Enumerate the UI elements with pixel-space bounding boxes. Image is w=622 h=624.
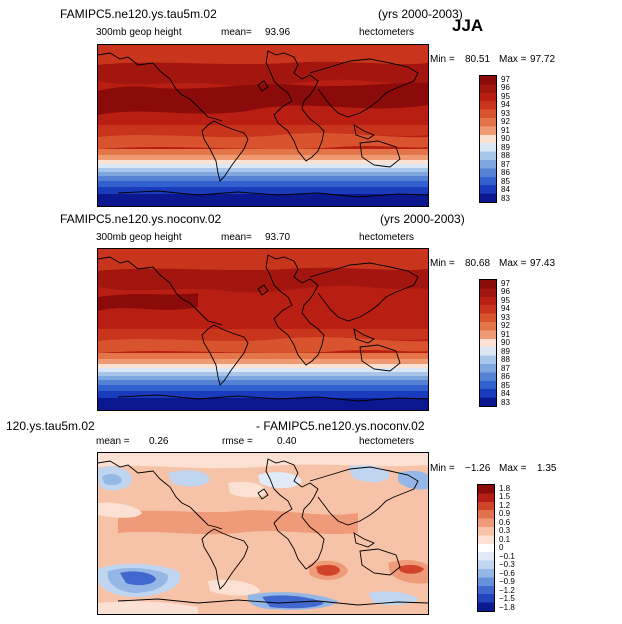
panel2-variable: 300mb geop height [96, 232, 182, 243]
panel1-mean-label: mean= [221, 27, 252, 38]
panel1-colorbar-label: 88 [501, 151, 510, 160]
panel3-colorbar-label: 0 [499, 543, 504, 552]
panel1-colorbar-label: 86 [501, 168, 510, 177]
panel1-colorbar-label: 91 [501, 126, 510, 135]
panel1-colorbar-label: 90 [501, 134, 510, 143]
panel3-colorbar-label: 0.3 [499, 526, 511, 535]
panel3-colorbar-label: −0.3 [499, 560, 515, 569]
panel2-colorbar-label: 97 [501, 279, 510, 288]
panel2-min-label: Min = [430, 258, 455, 269]
panel1-title: FAMIPC5.ne120.ys.tau5m.02 [60, 7, 217, 21]
panel3-colorbar-label: −0.9 [499, 577, 515, 586]
panel2-colorbar-gradient [479, 279, 497, 407]
panel2-colorbar-label: 96 [501, 287, 510, 296]
panel1-max-value: 97.72 [530, 54, 556, 65]
panel2-colorbar-label: 94 [501, 304, 510, 313]
panel3-colorbar-gradient [477, 484, 495, 612]
panel1-min-value: 80.51 [465, 54, 491, 65]
panel3-max-label: Max = [499, 463, 527, 474]
panel3-rmse-value: 0.40 [277, 436, 297, 447]
panel1-max-label: Max = [499, 54, 527, 65]
panel3-mean-label: mean = [96, 436, 130, 447]
panel2-colorbar-label: 90 [501, 338, 510, 347]
panel2-mean-value: 93.70 [265, 232, 291, 243]
panel3-colorbar-label: 1.2 [499, 501, 511, 510]
panel1-colorbar-gradient [479, 75, 497, 203]
panel3-colorbar-label: −1.2 [499, 586, 515, 595]
panel2-colorbar-label: 92 [501, 321, 510, 330]
panel2-title: FAMIPC5.ne120.ys.noconv.02 [60, 212, 222, 226]
panel1-min-label: Min = [430, 54, 455, 65]
panel1-colorbar-label: 89 [501, 143, 510, 152]
panel3-map [97, 452, 429, 615]
panel2-colorbar-label: 95 [501, 296, 510, 305]
season-label: JJA [452, 16, 484, 35]
panel2-colorbar-label: 83 [501, 398, 510, 407]
panel2-colorbar-label: 86 [501, 372, 510, 381]
panel3-colorbar-label: 0.6 [499, 518, 511, 527]
panel2-colorbar-label: 87 [501, 364, 510, 373]
panel1-colorbar-label: 97 [501, 75, 510, 84]
panel2-colorbar-label: 85 [501, 381, 510, 390]
panel2-colorbar-label: 84 [501, 389, 510, 398]
panel3-colorbar-label: −0.1 [499, 552, 515, 561]
panel1-variable: 300mb geop height [96, 27, 182, 38]
panel3-min-label: Min = [430, 463, 455, 474]
panel1-colorbar-label: 93 [501, 109, 510, 118]
panel3-mean-value: 0.26 [149, 436, 169, 447]
panel3-colorbar-label: 0.9 [499, 509, 511, 518]
panel3-colorbar-label: −1.8 [499, 603, 515, 612]
panel1-colorbar-label: 83 [501, 194, 510, 203]
panel3-map-field [98, 453, 428, 614]
panel1-years: (yrs 2000-2003) [378, 7, 463, 21]
panel2-max-value: 97.43 [530, 258, 556, 269]
panel2-min-value: 80.68 [465, 258, 491, 269]
panel2-colorbar-label: 93 [501, 313, 510, 322]
panel1-colorbar-label: 95 [501, 92, 510, 101]
panel1-units: hectometers [359, 27, 415, 38]
panel3-units: hectometers [359, 436, 415, 447]
panel3-title-right: - FAMIPC5.ne120.ys.noconv.02 [256, 419, 425, 433]
panel2-colorbar-label: 91 [501, 330, 510, 339]
panel2-units: hectometers [359, 232, 415, 243]
panel3-max-value: 1.35 [537, 463, 557, 474]
panel3-colorbar-label: −0.6 [499, 569, 515, 578]
panel1-mean-value: 93.96 [265, 27, 291, 38]
panel2-colorbar-label: 89 [501, 347, 510, 356]
panel1-colorbar-label: 84 [501, 185, 510, 194]
panel2-map-field [98, 249, 428, 410]
panel2-max-label: Max = [499, 258, 527, 269]
panel2-colorbar-label: 88 [501, 355, 510, 364]
panel2-mean-label: mean= [221, 232, 252, 243]
panel3-rmse-label: rmse = [222, 436, 253, 447]
panel3-colorbar-label: 1.5 [499, 492, 511, 501]
panel2-years: (yrs 2000-2003) [380, 212, 465, 226]
panel1-colorbar-label: 92 [501, 117, 510, 126]
panel3-colorbar-label: 1.8 [499, 484, 511, 493]
panel3-colorbar-label: −1.5 [499, 594, 515, 603]
panel1-map [97, 44, 429, 207]
panel3-min-value: −1.26 [465, 463, 491, 474]
panel3-title: 120.ys.tau5m.02 [6, 419, 95, 433]
panel1-map-field [98, 45, 428, 206]
panel1-colorbar-label: 94 [501, 100, 510, 109]
panel1-colorbar-label: 96 [501, 83, 510, 92]
panel3-colorbar-label: 0.1 [499, 535, 511, 544]
panel2-map [97, 248, 429, 411]
panel1-colorbar-label: 85 [501, 177, 510, 186]
panel1-colorbar-label: 87 [501, 160, 510, 169]
